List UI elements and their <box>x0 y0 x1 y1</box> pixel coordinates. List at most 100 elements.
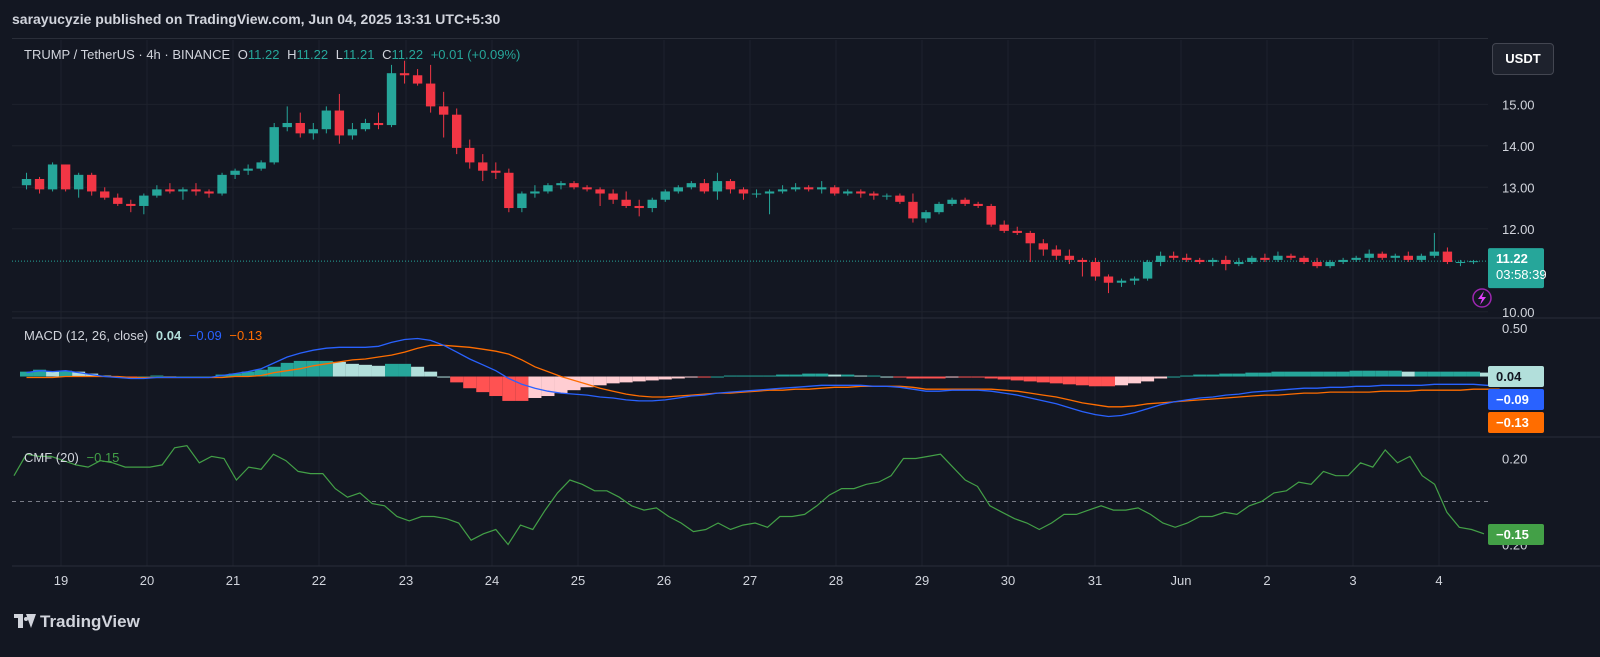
currency-button[interactable]: USDT <box>1492 43 1554 75</box>
symbol-label[interactable]: TRUMP / TetherUS · 4h · BINANCE <box>24 47 231 62</box>
candle <box>882 193 892 200</box>
candle <box>1234 257 1244 267</box>
candles-layer <box>21 60 1479 294</box>
candle-body <box>87 174 97 192</box>
macd-hist-bar <box>828 374 842 377</box>
macd-line-tag-text: −0.09 <box>1496 392 1529 407</box>
tradingview-logo[interactable]: TradingView <box>14 612 140 632</box>
candle-body <box>556 183 566 186</box>
candle <box>1025 230 1035 262</box>
candle <box>60 164 71 192</box>
x-tick-label: 24 <box>485 573 499 588</box>
candle-body <box>1416 255 1427 260</box>
macd-hist-bar <box>906 376 920 379</box>
candle <box>1429 232 1440 258</box>
candle-body <box>347 129 358 136</box>
macd-hist-bar <box>971 376 985 378</box>
macd-hist-bar <box>815 373 829 377</box>
change-value: +0.01 (+0.09%) <box>430 47 521 62</box>
cmf-title[interactable]: CMF (20) <box>24 450 79 465</box>
macd-hist-bar <box>228 373 242 377</box>
macd-hist-bar <box>632 376 646 382</box>
candle <box>1116 278 1127 287</box>
candle-body <box>634 205 644 209</box>
candle-body <box>282 122 292 128</box>
high-label: H <box>287 47 297 62</box>
macd-hist-bar <box>306 360 320 377</box>
macd-hist-bar <box>515 376 529 401</box>
macd-hist-bar <box>867 375 881 377</box>
candle-body <box>1168 255 1179 258</box>
open-label: O <box>237 47 248 62</box>
candle-body <box>751 193 762 195</box>
candle <box>1012 226 1022 236</box>
candle <box>1051 245 1062 260</box>
macd-tick-label: 0.50 <box>1502 321 1527 336</box>
candle <box>725 179 736 194</box>
candle-body <box>856 191 866 194</box>
candle <box>438 91 449 138</box>
x-tick-label: Jun <box>1171 573 1192 588</box>
candle <box>1286 253 1296 260</box>
candle <box>673 185 683 194</box>
candle <box>465 139 475 169</box>
macd-hist-tag: 0.04 <box>1488 366 1544 387</box>
lightning-icon-bolt <box>1478 291 1486 305</box>
macd-signal-tag-box <box>1488 412 1544 433</box>
candle <box>1312 257 1322 269</box>
candle <box>256 160 266 171</box>
macd-hist-bar <box>854 375 868 377</box>
candle <box>803 185 814 192</box>
x-tick-label: 19 <box>54 573 68 588</box>
macd-hist-bar <box>997 376 1011 380</box>
x-tick-label: 26 <box>657 573 671 588</box>
macd-hist-bar <box>606 376 620 384</box>
macd-hist-bar <box>1480 372 1494 377</box>
macd-hist-bar <box>1010 376 1024 381</box>
candle <box>1468 259 1479 265</box>
candle-body <box>256 162 266 169</box>
macd-hist-bar <box>72 371 86 377</box>
candle <box>1182 253 1192 262</box>
candle-body <box>699 183 710 192</box>
candle-body <box>660 191 670 200</box>
macd-hist-value: 0.04 <box>155 328 182 343</box>
candle <box>373 112 384 130</box>
macd-hist-bar <box>763 375 777 377</box>
candle-body <box>452 114 462 148</box>
macd-hist-bar <box>1154 376 1168 379</box>
macd-hist-bar <box>984 376 998 379</box>
candle <box>712 172 723 200</box>
candle-body <box>517 193 527 209</box>
candle-body <box>165 189 175 192</box>
candle <box>47 162 58 192</box>
candle <box>556 181 566 190</box>
macd-legend[interactable]: MACD (12, 26, close) 0.04 −0.09 −0.13 <box>24 328 266 343</box>
price-axis[interactable] <box>1488 38 1600 596</box>
candle <box>986 203 996 227</box>
macd-title[interactable]: MACD (12, 26, close) <box>24 328 149 343</box>
macd-signal-line <box>26 344 1500 408</box>
candle <box>386 64 397 128</box>
candle <box>1299 255 1309 265</box>
macd-hist-bar <box>358 364 372 377</box>
candle <box>1455 259 1466 267</box>
macd-hist-bar <box>958 376 972 378</box>
main-legend[interactable]: TRUMP / TetherUS · 4h · BINANCE O11.22 H… <box>24 47 524 62</box>
macd-hist-bar <box>20 371 34 377</box>
candle-body <box>777 189 788 192</box>
tv-logo-text: TradingView <box>40 612 140 631</box>
candle <box>647 197 657 213</box>
macd-hist-bar <box>1401 371 1415 377</box>
candle-body <box>1038 243 1048 250</box>
candle <box>87 172 97 196</box>
candle-body <box>386 73 397 126</box>
candle-body <box>1286 255 1296 258</box>
axis-layer: 19 20 21 22 23 24 25 26 27 28 29 30 31 Jun 2 3 415.0014.… <box>54 97 1535 588</box>
macd-hist-bar <box>385 363 399 377</box>
cmf-legend[interactable]: CMF (20) −0.15 <box>24 450 123 465</box>
candle-body <box>308 129 318 134</box>
lightning-icon <box>1472 288 1492 308</box>
